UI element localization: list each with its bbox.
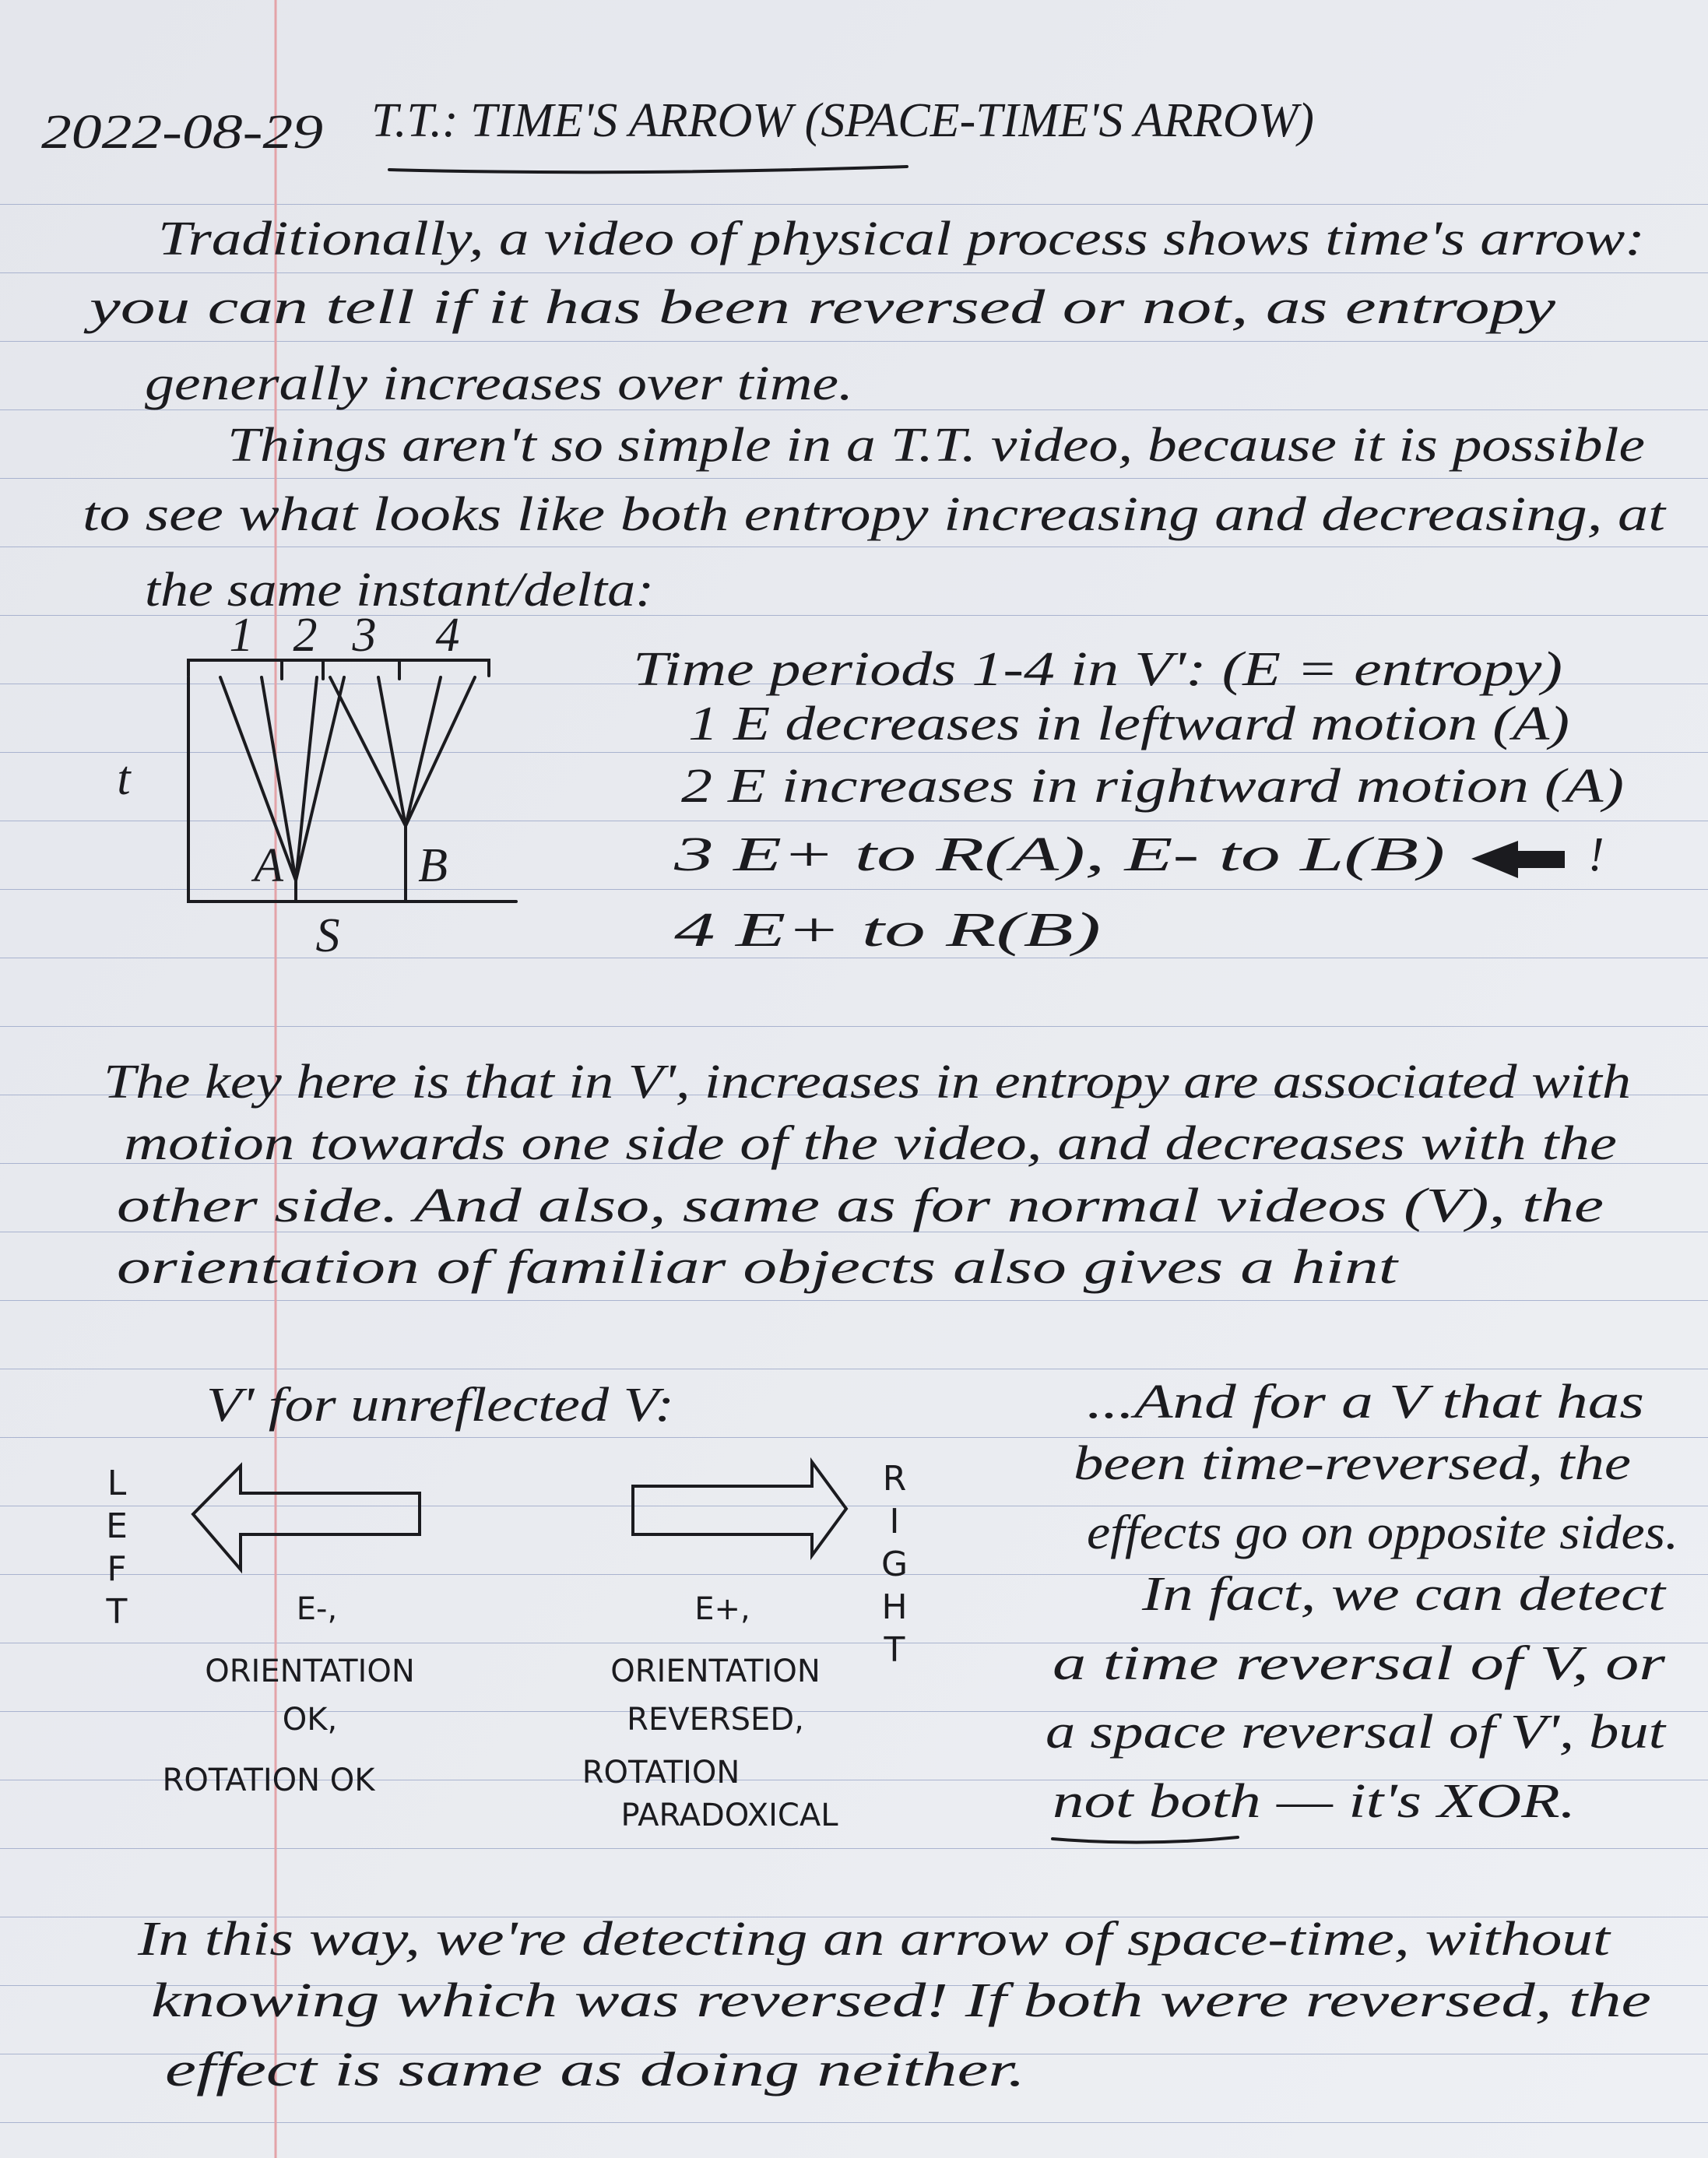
list-heading: Time periods 1-4 in V': (E = entropy) xyxy=(633,643,1562,696)
text-line: In this way, we're detecting an arrow of… xyxy=(137,1913,1612,1966)
axis-label: S xyxy=(316,909,340,962)
worldlines-b xyxy=(329,676,476,903)
period-label: 4 xyxy=(436,609,460,662)
point-label: B xyxy=(418,839,448,892)
note: ROTATION xyxy=(582,1755,740,1791)
text-line: orientation of familiar objects also giv… xyxy=(117,1241,1400,1294)
list-item: 2 E increases in rightward motion (A) xyxy=(681,760,1624,813)
text-line: ...And for a V that has xyxy=(1087,1376,1644,1429)
spacetime-diagram: 1 2 3 4 t S A B xyxy=(117,609,518,962)
period-label: 2 xyxy=(293,609,318,662)
period-label: 1 xyxy=(230,609,254,662)
text-line: In fact, we can detect xyxy=(1141,1568,1668,1621)
list-item: 4 E+ to R(B) xyxy=(674,904,1101,957)
text-line: motion towards one side of the video, an… xyxy=(124,1117,1617,1170)
note: ORIENTATION xyxy=(205,1654,415,1689)
text-line: The key here is that in V', increases in… xyxy=(104,1056,1631,1109)
text-line: to see what looks like both entropy incr… xyxy=(83,488,1667,541)
text-line: Things aren't so simple in a T.T. video,… xyxy=(227,419,1645,472)
left-arrow xyxy=(191,1462,421,1574)
note: PARADOXICAL xyxy=(621,1798,839,1833)
emphasis-mark: ! xyxy=(1588,828,1604,881)
point-label: A xyxy=(251,839,284,892)
text-line: effects go on opposite sides. xyxy=(1087,1506,1678,1559)
text-line: a time reversal of V, or xyxy=(1053,1637,1666,1690)
text-line: effect is same as doing neither. xyxy=(165,2044,1025,2096)
text-line: Traditionally, a video of physical proce… xyxy=(158,213,1645,265)
period-label: 3 xyxy=(352,609,377,662)
list-item: 3 E+ to R(A), E- to L(B) xyxy=(673,828,1445,881)
note: ORIENTATION xyxy=(610,1654,821,1689)
text-line: you can tell if it has been reversed or … xyxy=(83,281,1555,334)
right-arrow xyxy=(631,1457,849,1561)
note: ROTATION OK xyxy=(163,1763,377,1798)
text-line: the same instant/delta: xyxy=(145,564,654,617)
title-underline xyxy=(388,165,908,174)
title: T.T.: TIME'S ARROW (SPACE-TIME'S ARROW) xyxy=(371,94,1314,147)
effect-label: E-, xyxy=(297,1591,337,1627)
underline xyxy=(1051,1836,1239,1844)
text-line: not both — it's XOR. xyxy=(1053,1775,1576,1828)
note: OK, xyxy=(283,1702,337,1738)
list-item: 1 E decreases in leftward motion (A) xyxy=(688,698,1569,750)
side-label: LEFT xyxy=(97,1464,137,1635)
worldlines-a xyxy=(219,676,346,903)
axis-label: t xyxy=(117,752,132,805)
date: 2022-08-29 xyxy=(41,106,323,159)
pointer-arrow xyxy=(1471,841,1565,878)
ruled-lines xyxy=(0,171,1708,2158)
note: REVERSED, xyxy=(627,1702,804,1738)
text-line: a space reversal of V', but xyxy=(1046,1706,1667,1759)
side-label: RIGHT xyxy=(875,1459,915,1673)
period-bracket xyxy=(187,659,490,680)
text-line: been time-reversed, the xyxy=(1074,1437,1631,1490)
text-line: other side. And also, same as for normal… xyxy=(117,1179,1604,1232)
effect-label: E+, xyxy=(694,1591,750,1627)
section-heading: V' for unreflected V: xyxy=(206,1379,674,1432)
text-line: generally increases over time. xyxy=(145,357,853,410)
text-line: knowing which was reversed! If both were… xyxy=(151,1974,1651,2027)
